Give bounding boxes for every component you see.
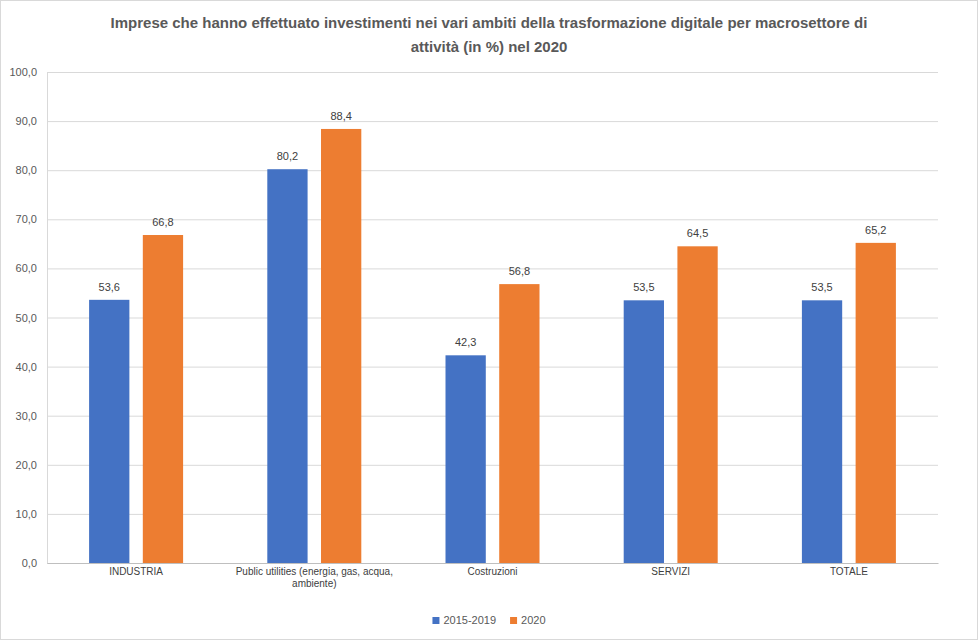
legend-swatch	[510, 617, 517, 624]
y-tick-label: 30,0	[16, 410, 37, 422]
x-tick: INDUSTRIA	[109, 563, 163, 577]
y-axis-line	[48, 73, 939, 564]
y-tick-label: 50,0	[16, 312, 37, 324]
y-tick: 90,0	[16, 115, 938, 127]
y-tick-label: 70,0	[16, 213, 37, 225]
bar	[89, 300, 129, 563]
y-tick: 80,0	[16, 164, 938, 176]
bar	[677, 246, 717, 563]
data-label: 53,6	[99, 281, 120, 293]
bar	[802, 300, 842, 563]
x-tick-label: INDUSTRIA	[109, 566, 163, 577]
x-tick-label: Public utilities (energia, gas, acqua,am…	[236, 566, 393, 589]
x-tick: TOTALE	[830, 563, 868, 577]
y-tick-label: 60,0	[16, 262, 37, 274]
legend-item: 2020	[510, 614, 545, 626]
y-tick-label: 0,0	[22, 557, 37, 569]
legend-label: 2020	[521, 614, 545, 626]
data-labels: 53,6 80,2 42,3 53,5 53,5 66,8 88,4 56,8 64,5 65,2	[99, 110, 887, 348]
bar	[267, 169, 307, 563]
bar	[143, 235, 183, 563]
text-line: ambiente)	[292, 578, 336, 589]
bar	[624, 300, 664, 563]
text-line: attività (in %) nel 2020	[411, 38, 568, 55]
bar	[856, 243, 896, 563]
y-tick-label: 40,0	[16, 361, 37, 373]
grid-line	[47, 219, 938, 220]
grid-line	[47, 170, 938, 171]
y-tick-label: 100,0	[9, 66, 37, 78]
legend: 2015-2019 2020	[432, 614, 545, 626]
bar	[321, 129, 361, 563]
data-label: 65,2	[865, 224, 886, 236]
text-line: Imprese che hanno effettuato investiment…	[111, 14, 868, 31]
text-line: Costruzioni	[467, 566, 517, 577]
x-tick-label: TOTALE	[830, 566, 868, 577]
y-tick-label: 80,0	[16, 164, 37, 176]
data-label: 64,5	[687, 227, 708, 239]
y-axis: 0,0 10,0 20,0 30,0 40,0 50,0 60,0 70,0 80,0 90,0 1…	[9, 66, 938, 569]
y-tick-label: 90,0	[16, 115, 37, 127]
x-axis-line	[48, 563, 939, 564]
x-tick: Public utilities (energia, gas, acqua,am…	[236, 563, 393, 589]
legend-swatch	[432, 617, 439, 624]
data-label: 53,5	[633, 281, 654, 293]
x-tick: SERVIZI	[651, 563, 690, 577]
grid-line	[47, 563, 938, 564]
legend-item: 2015-2019	[432, 614, 496, 626]
text-line: Public utilities (energia, gas, acqua,	[236, 566, 393, 577]
plot: 0,0 10,0 20,0 30,0 40,0 50,0 60,0 70,0 80,0 90,0 1…	[9, 66, 938, 589]
grid-line	[47, 121, 938, 122]
x-axis: INDUSTRIA Public utilities (energia, gas,…	[48, 563, 939, 589]
bars	[89, 129, 896, 563]
data-label: 88,4	[330, 110, 351, 122]
data-label: 80,2	[277, 150, 298, 162]
y-tick: 100,0	[9, 66, 938, 78]
chart-frame	[1, 1, 978, 640]
data-label: 42,3	[455, 336, 476, 348]
text-line: SERVIZI	[651, 566, 690, 577]
data-label: 66,8	[152, 216, 173, 228]
bar	[499, 284, 539, 563]
chart: Imprese che hanno effettuato investiment…	[0, 0, 978, 640]
y-tick-label: 20,0	[16, 459, 37, 471]
y-tick-label: 10,0	[16, 508, 37, 520]
x-tick-label: SERVIZI	[651, 566, 690, 577]
text-line: TOTALE	[830, 566, 868, 577]
data-label: 56,8	[509, 265, 530, 277]
x-tick: Costruzioni	[467, 563, 517, 577]
grid-line	[47, 72, 938, 73]
bar	[446, 355, 486, 563]
legend-label: 2015-2019	[443, 614, 496, 626]
x-tick-label: Costruzioni	[467, 566, 517, 577]
data-label: 53,5	[811, 281, 832, 293]
title: Imprese che hanno effettuato investiment…	[111, 14, 868, 55]
text-line: INDUSTRIA	[109, 566, 163, 577]
